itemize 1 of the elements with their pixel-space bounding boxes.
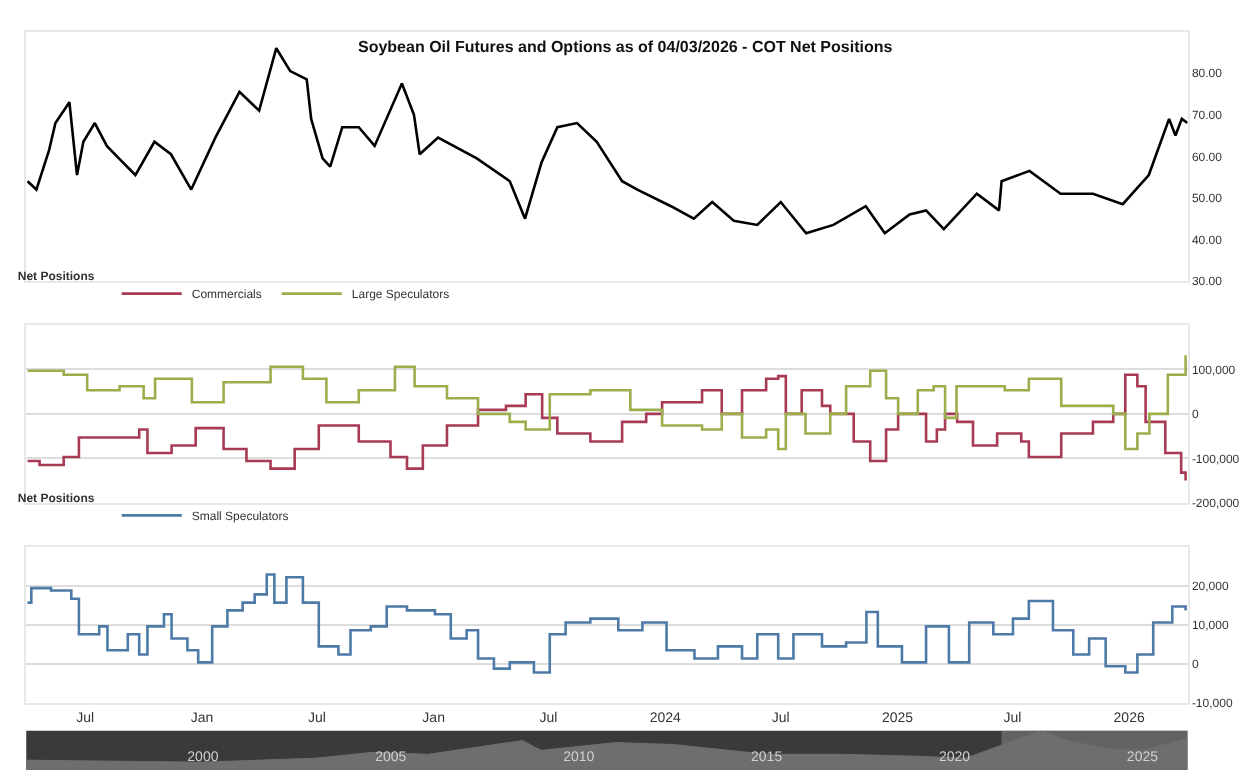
chart-title: Soybean Oil Futures and Options as of 04/03/2026 - COT Net Positions bbox=[358, 38, 894, 56]
